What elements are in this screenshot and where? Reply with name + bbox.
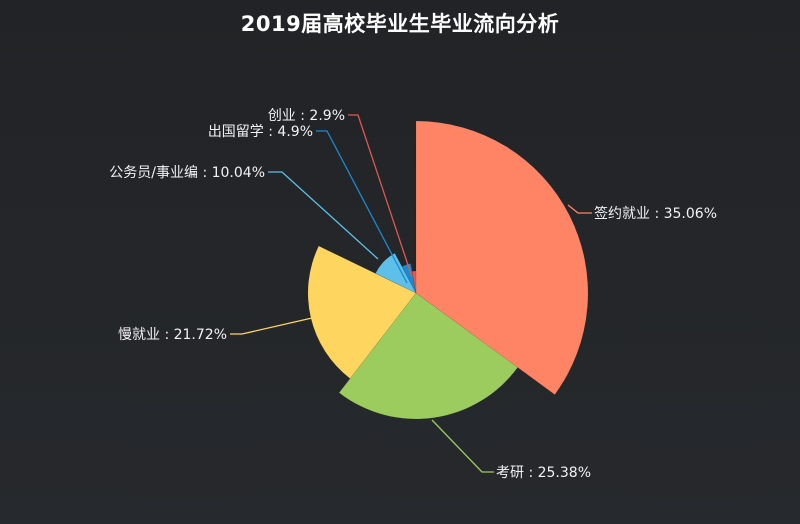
rose-sector-1[interactable] — [338, 292, 519, 420]
rose-sector-0[interactable] — [415, 120, 589, 395]
label-leader-line — [268, 171, 379, 260]
data-label: 签约就业 : 35.06% — [594, 205, 717, 222]
label-leader-line — [567, 204, 592, 214]
label-leader-line — [316, 130, 408, 284]
rose-sector-3[interactable] — [375, 252, 417, 294]
rose-sector-5[interactable] — [411, 270, 417, 294]
data-label: 慢就业 : 21.72% — [118, 326, 227, 343]
label-leader-line — [230, 317, 313, 335]
label-leader-line — [348, 114, 413, 278]
data-label: 出国留学 : 4.9% — [208, 124, 313, 140]
rose-sector-4[interactable] — [401, 263, 417, 294]
label-leader-line — [431, 419, 494, 473]
data-label: 公务员/事业编 : 10.04% — [109, 165, 265, 181]
chart-title: 2019届高校毕业生毕业流向分析 — [240, 12, 560, 36]
data-label: 考研 : 25.38% — [496, 465, 591, 481]
data-label: 创业 : 2.9% — [268, 108, 345, 124]
